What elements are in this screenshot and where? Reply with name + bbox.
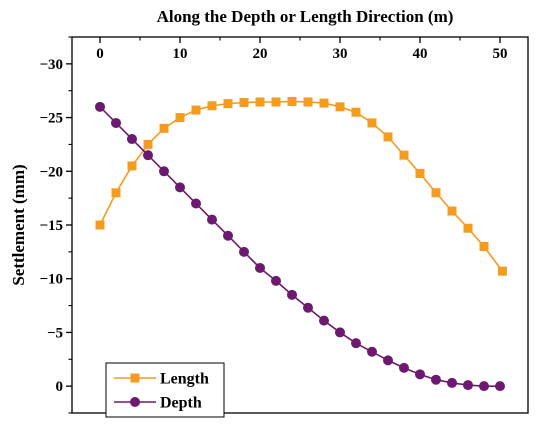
series-length-point <box>383 132 393 142</box>
series-length-point <box>479 241 489 251</box>
series-length-point <box>127 161 137 171</box>
series-depth-point <box>495 381 505 392</box>
x-axis-title: Along the Depth or Length Direction (m) <box>157 7 454 26</box>
series-depth-point <box>415 369 425 380</box>
series-depth-point <box>271 275 281 286</box>
series-depth-point <box>287 289 297 300</box>
series-length-point <box>207 101 217 111</box>
y-axis-ticks: −30 −25 −20 −15 −10 −5 0 <box>39 36 72 414</box>
series-length-point <box>319 98 329 108</box>
y-tick-label: −25 <box>39 111 63 127</box>
y-tick-label: 0 <box>56 379 64 395</box>
series-length-point <box>399 150 409 160</box>
x-tick-label: 40 <box>413 46 428 62</box>
series-length-point <box>255 97 265 107</box>
series-depth-point <box>191 198 201 209</box>
legend-depth-marker <box>130 397 140 407</box>
x-tick-label: 10 <box>173 46 188 62</box>
legend-depth-label: Depth <box>160 395 202 412</box>
series-depth-point <box>383 355 393 366</box>
y-tick-label: −30 <box>39 57 63 73</box>
series-length-point <box>143 139 153 149</box>
series-depth-point <box>399 362 409 373</box>
series-length-point <box>463 223 473 233</box>
y-tick-label: −5 <box>47 325 63 341</box>
series-depth-point <box>303 302 313 313</box>
series-length-point <box>431 188 441 198</box>
series-depth <box>95 101 505 392</box>
series-depth-point <box>239 246 249 257</box>
series-depth-point <box>431 374 441 385</box>
y-tick-label: −10 <box>39 272 63 288</box>
series-depth-point <box>207 214 217 225</box>
series-depth-point <box>447 377 457 388</box>
series-length-point <box>95 220 105 230</box>
series-depth-point <box>95 101 105 112</box>
x-tick-label: 30 <box>333 46 348 62</box>
series-length-point <box>271 97 281 107</box>
y-tick-label: −15 <box>39 218 63 234</box>
series-depth-point <box>159 166 169 177</box>
series-length-point <box>497 266 507 276</box>
series-depth-point <box>335 327 345 338</box>
y-axis-title: Settlement (mm) <box>9 164 28 285</box>
series-depth-point <box>319 315 329 326</box>
series-depth-point <box>479 381 489 392</box>
series-layer <box>95 96 507 392</box>
series-length-point <box>415 168 425 178</box>
series-length-point <box>335 102 345 112</box>
x-tick-label: 0 <box>96 46 104 62</box>
series-depth-point <box>111 117 121 128</box>
legend: Length Depth <box>105 362 225 418</box>
series-length-point <box>191 105 201 115</box>
legend-length-marker <box>130 373 140 383</box>
legend-length-label: Length <box>160 371 209 388</box>
series-length-point <box>159 123 169 133</box>
series-depth-point <box>127 134 137 145</box>
x-tick-label: 50 <box>493 46 508 62</box>
series-length-point <box>287 96 297 106</box>
series-depth-point <box>463 380 473 391</box>
series-length-point <box>303 97 313 107</box>
series-length-point <box>111 188 121 198</box>
series-length <box>95 96 507 276</box>
series-length-point <box>367 118 377 128</box>
series-length-point <box>351 107 361 117</box>
x-axis-ticks: 0 10 20 30 40 50 <box>96 37 508 62</box>
series-depth-point <box>175 182 185 193</box>
y-tick-label: −20 <box>39 164 63 180</box>
series-depth-point <box>351 338 361 349</box>
x-tick-label: 20 <box>253 46 268 62</box>
series-depth-point <box>367 346 377 357</box>
series-length-point <box>447 206 457 216</box>
series-length-point <box>223 99 233 109</box>
legend-box <box>105 362 225 418</box>
series-length-point <box>239 98 249 108</box>
series-depth-point <box>255 262 265 273</box>
series-depth-point <box>223 230 233 241</box>
series-length-point <box>175 113 185 123</box>
series-depth-point <box>143 150 153 161</box>
